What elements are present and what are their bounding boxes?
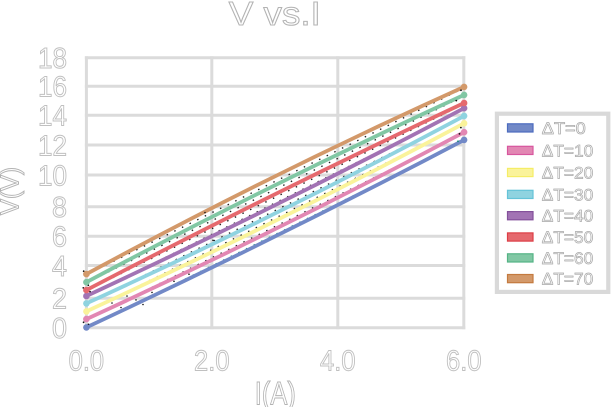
svg-text:12: 12 (38, 130, 67, 162)
svg-text:ΔT=0: ΔT=0 (542, 120, 586, 138)
svg-text:16: 16 (38, 72, 67, 104)
svg-text:I(A): I(A) (255, 376, 296, 407)
svg-text:0: 0 (52, 313, 67, 345)
svg-text:18: 18 (38, 43, 67, 75)
svg-text:ΔT=40: ΔT=40 (542, 208, 594, 226)
svg-text:ΔT=60: ΔT=60 (542, 250, 594, 268)
svg-text:2.0: 2.0 (194, 346, 230, 378)
svg-text:V vs.I: V vs.I (229, 0, 321, 32)
svg-text:4: 4 (52, 251, 67, 283)
svg-text:ΔT=30: ΔT=30 (542, 186, 594, 204)
svg-text:ΔT=70: ΔT=70 (542, 271, 594, 289)
svg-text:6: 6 (52, 222, 67, 254)
svg-text:14: 14 (38, 101, 67, 133)
svg-text:V(V): V(V) (0, 167, 24, 215)
svg-text:ΔT=50: ΔT=50 (542, 229, 594, 247)
svg-text:2: 2 (52, 284, 67, 316)
svg-text:8: 8 (52, 192, 67, 224)
svg-text:10: 10 (38, 160, 67, 192)
svg-text:0.0: 0.0 (69, 346, 105, 378)
svg-text:ΔT=20: ΔT=20 (542, 164, 594, 182)
svg-text:4.0: 4.0 (320, 346, 356, 378)
svg-text:6.0: 6.0 (446, 346, 482, 378)
svg-text:ΔT=10: ΔT=10 (542, 142, 594, 160)
